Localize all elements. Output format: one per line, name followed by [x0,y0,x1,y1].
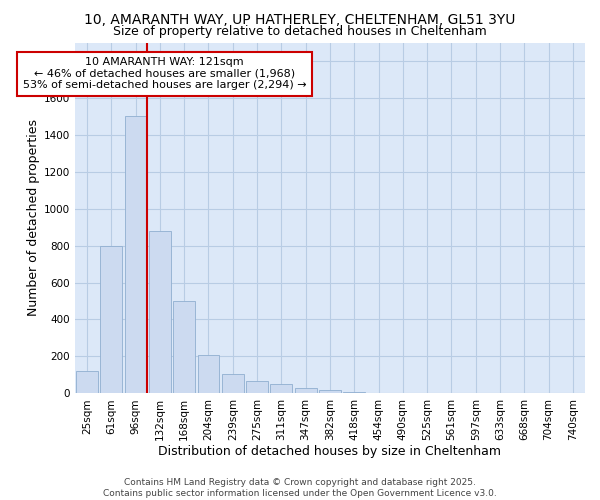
Text: Size of property relative to detached houses in Cheltenham: Size of property relative to detached ho… [113,25,487,38]
Y-axis label: Number of detached properties: Number of detached properties [26,120,40,316]
Bar [76,371,98,394]
Bar [100,246,122,394]
Bar [295,388,317,394]
Bar [149,231,171,394]
Bar [319,390,341,394]
Text: Contains HM Land Registry data © Crown copyright and database right 2025.
Contai: Contains HM Land Registry data © Crown c… [103,478,497,498]
Bar [246,382,268,394]
Bar [343,392,365,394]
X-axis label: Distribution of detached houses by size in Cheltenham: Distribution of detached houses by size … [158,444,502,458]
Bar [197,354,220,394]
Text: 10 AMARANTH WAY: 121sqm
← 46% of detached houses are smaller (1,968)
53% of semi: 10 AMARANTH WAY: 121sqm ← 46% of detache… [23,58,307,90]
Bar [271,384,292,394]
Bar [125,116,146,394]
Bar [222,374,244,394]
Bar [173,301,195,394]
Text: 10, AMARANTH WAY, UP HATHERLEY, CHELTENHAM, GL51 3YU: 10, AMARANTH WAY, UP HATHERLEY, CHELTENH… [85,12,515,26]
